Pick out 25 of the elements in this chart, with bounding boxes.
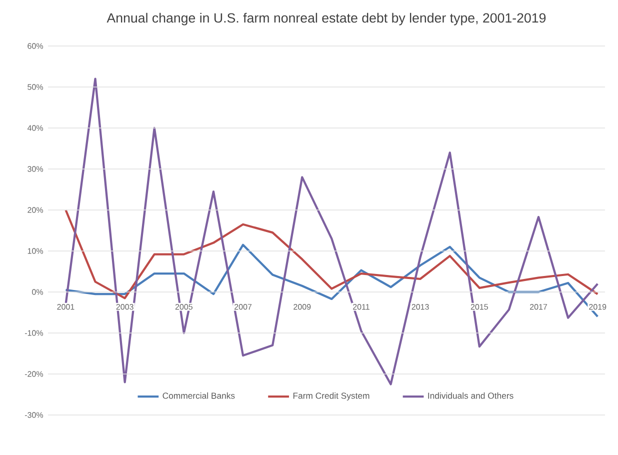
x-tick-label: 2015 bbox=[470, 304, 488, 310]
x-tick-label: 2003 bbox=[116, 304, 134, 310]
y-tick-label: 0% bbox=[32, 289, 44, 295]
legend-label: Commercial Banks bbox=[162, 392, 235, 399]
y-tick-label: 30% bbox=[28, 166, 44, 172]
x-tick-label: 2013 bbox=[412, 304, 429, 310]
chart-title: Annual change in U.S. farm nonreal estate debt by lender type, 2001-2019 bbox=[106, 12, 546, 26]
line-series bbox=[64, 208, 599, 300]
y-tick-label: 20% bbox=[28, 207, 44, 213]
legend-label: Individuals and Others bbox=[428, 392, 514, 399]
x-tick-label: 2017 bbox=[530, 304, 548, 310]
x-tick-label: 2019 bbox=[589, 304, 606, 310]
y-tick-label: -10% bbox=[24, 330, 44, 336]
y-tick-label: -30% bbox=[24, 412, 44, 418]
y-tick-label: 60% bbox=[28, 43, 44, 49]
y-tick-label: 50% bbox=[28, 84, 44, 90]
y-tick-label: 40% bbox=[27, 125, 44, 131]
y-tick-label: 10% bbox=[28, 248, 44, 254]
y-tick-label: -20% bbox=[24, 371, 44, 377]
x-tick-label: 2007 bbox=[234, 304, 252, 310]
x-tick-label: 2001 bbox=[57, 304, 74, 310]
x-tick-label: 2011 bbox=[353, 304, 370, 310]
x-tick-label: 2005 bbox=[175, 304, 192, 310]
legend-label: Farm Credit System bbox=[293, 392, 370, 400]
x-tick-label: 2009 bbox=[294, 304, 311, 310]
